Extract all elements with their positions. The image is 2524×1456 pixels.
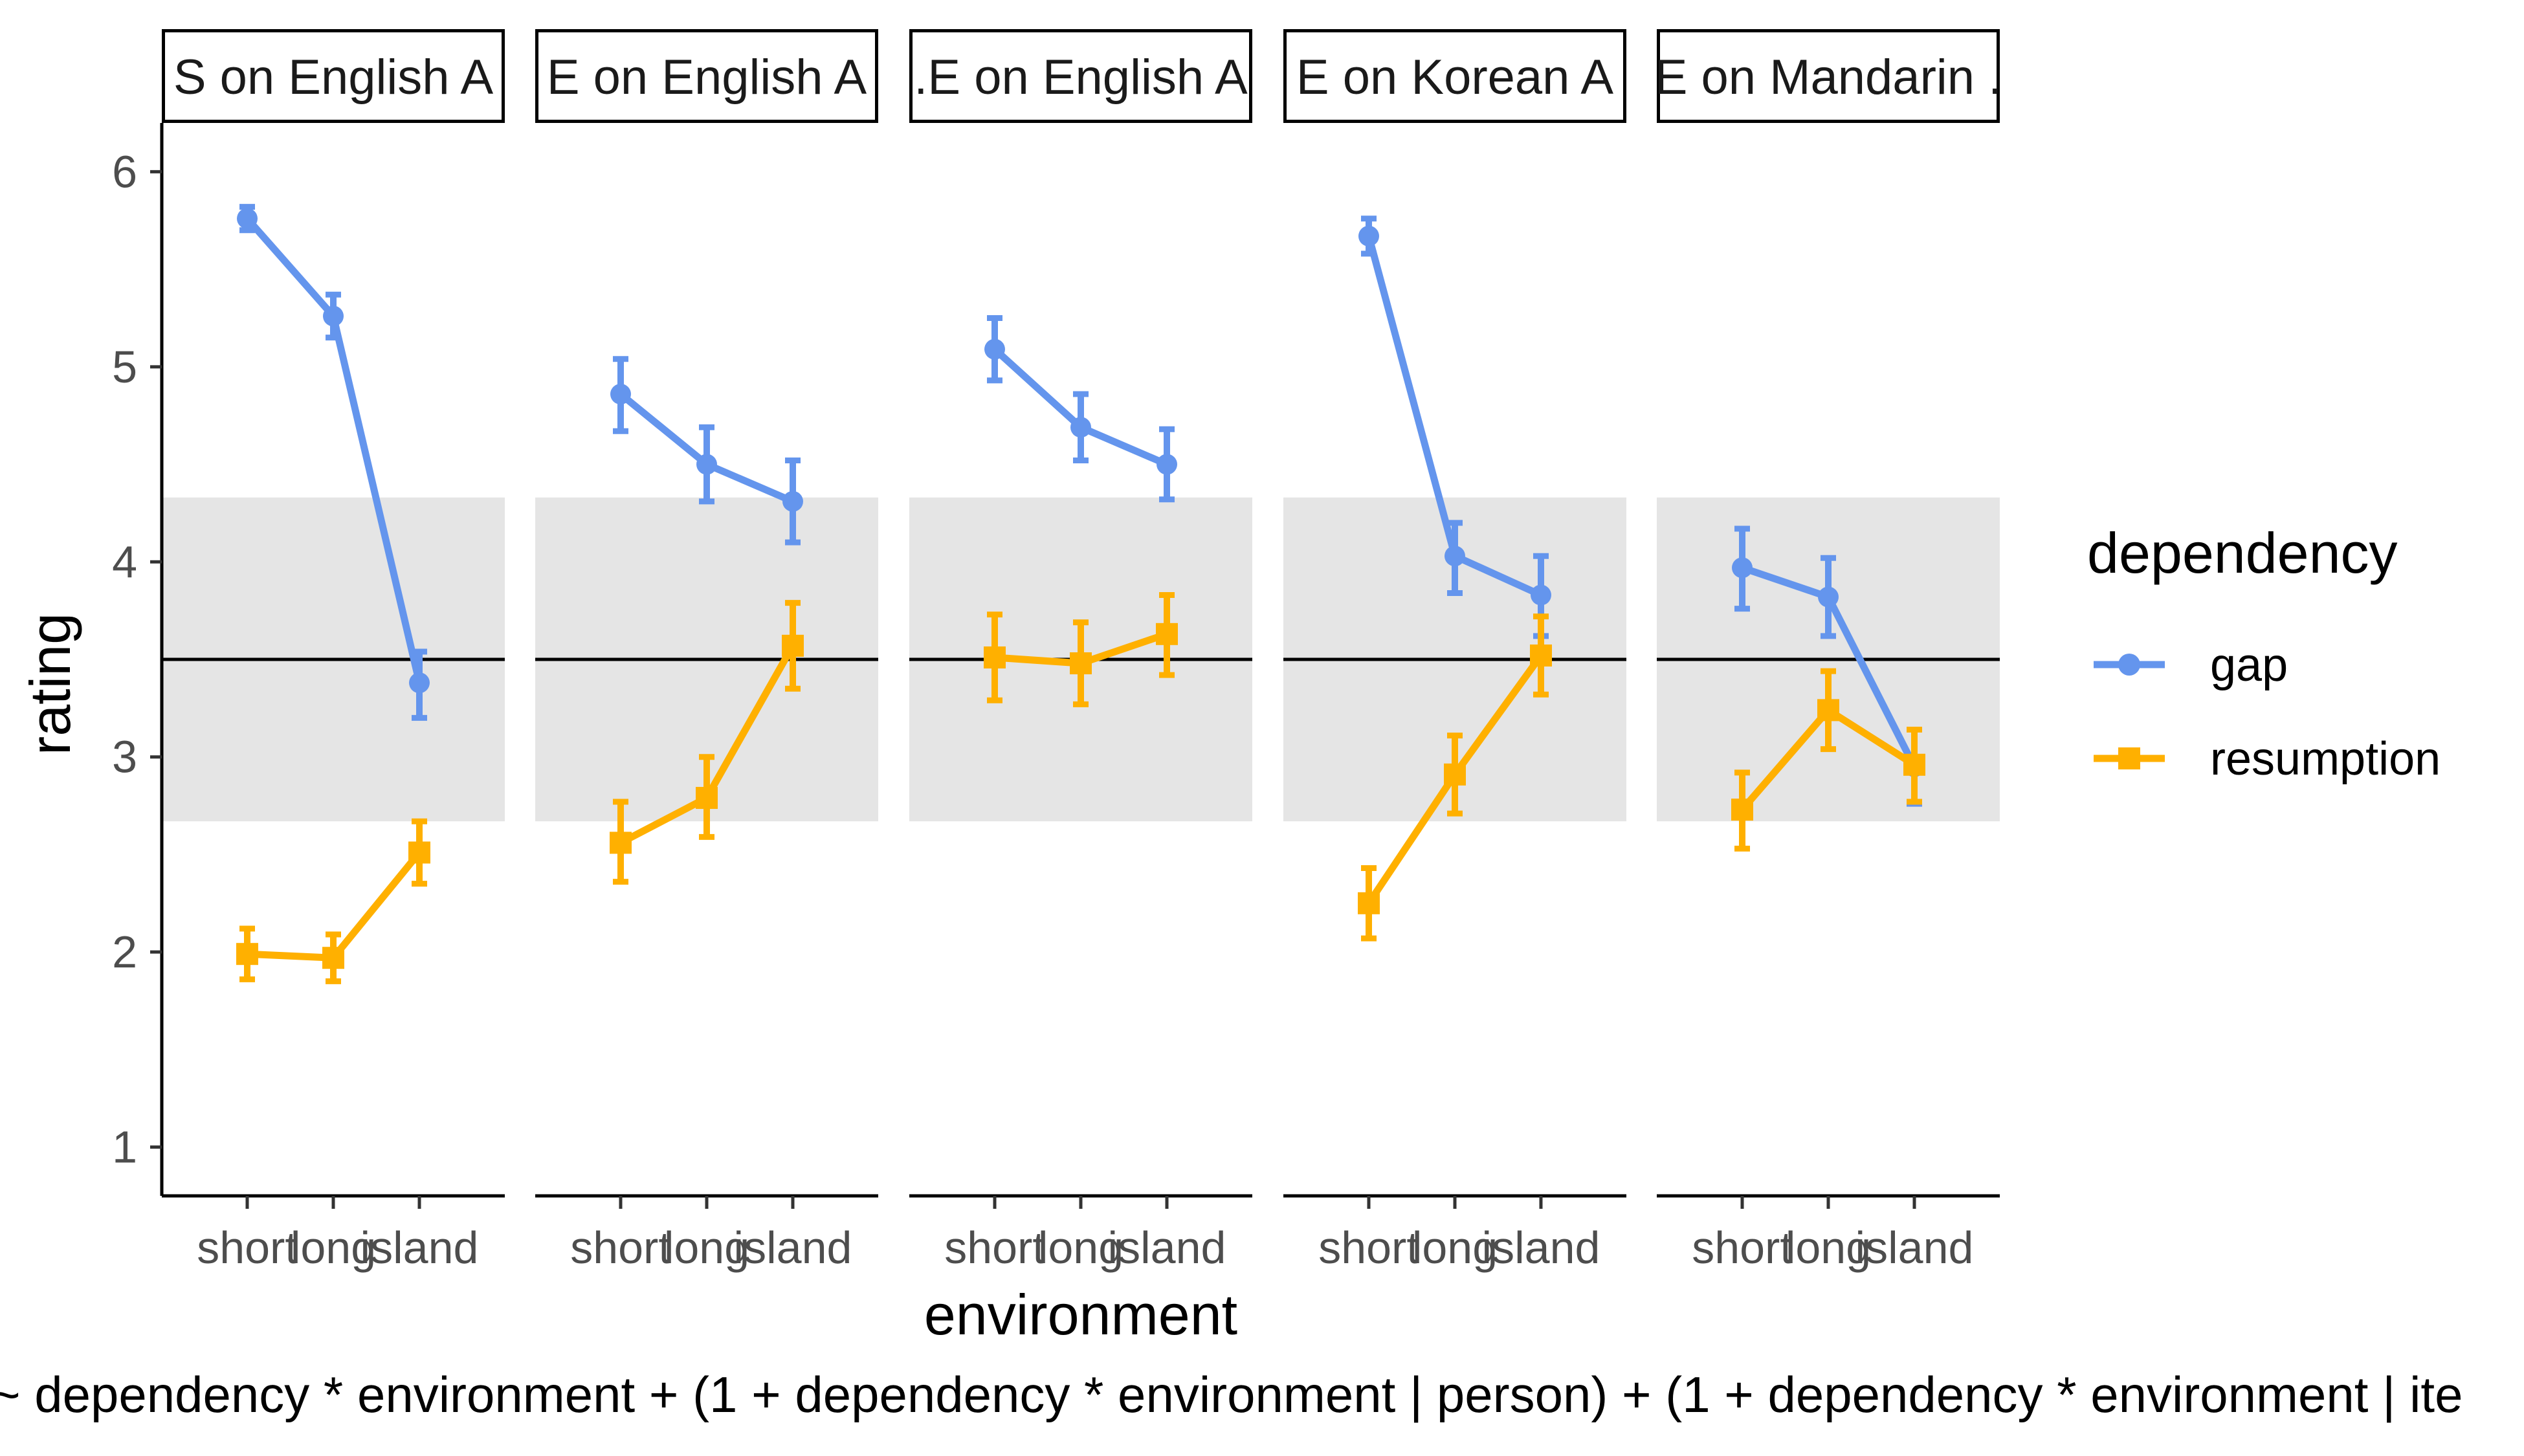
y-tick-label: 5 (112, 342, 137, 392)
resumption-point (408, 841, 430, 864)
resumption-point (236, 943, 258, 965)
facet-strip-label: .E on English A (914, 50, 1248, 105)
x-tick-label: island (1482, 1222, 1600, 1273)
gap-point (1531, 584, 1551, 606)
resumption-point (696, 787, 718, 810)
gap-point (1157, 454, 1177, 475)
y-tick-label: 1 (112, 1122, 137, 1173)
x-tick-label: short (1692, 1222, 1793, 1273)
y-tick-label: 3 (112, 732, 137, 782)
x-tick-label: short (944, 1222, 1045, 1273)
gap-point (696, 454, 717, 475)
y-tick-label: 2 (112, 927, 137, 977)
x-tick-label: long (1038, 1222, 1124, 1273)
resumption-point (1444, 763, 1466, 786)
resumption-point (1070, 652, 1092, 675)
x-tick-label: short (570, 1222, 671, 1273)
resumption-point (782, 634, 804, 657)
resumption-point (610, 832, 632, 854)
resumption-point (322, 947, 344, 969)
resumption-point (984, 646, 1006, 668)
x-tick-label: long (1412, 1222, 1498, 1273)
x-axis-title: environment (924, 1283, 1237, 1347)
data-marks (236, 204, 1925, 984)
x-tick-label: island (1855, 1222, 1974, 1273)
legend-title: dependency (2087, 521, 2398, 585)
gap-point (1732, 557, 1753, 579)
x-tick-label: island (1108, 1222, 1226, 1273)
facet-strip-label: S on English A (173, 50, 494, 105)
resumption-point (1903, 753, 1925, 776)
legend: dependency gap resumption (2087, 521, 2441, 785)
facet-strip-label: E on Mandarin . (1655, 50, 2002, 105)
gap-point (409, 672, 430, 694)
y-tick-label: 4 (112, 536, 137, 587)
gap-point (1358, 225, 1379, 247)
x-tick-label: island (360, 1222, 479, 1273)
resumption-point (1358, 892, 1380, 914)
gap-point (1445, 546, 1465, 567)
x-tick-label: long (291, 1222, 376, 1273)
gap-point (237, 208, 258, 229)
gap-legend-label: gap (2210, 639, 2288, 691)
resumption-legend-key (2118, 747, 2140, 769)
resumption-legend-label: resumption (2210, 733, 2441, 785)
x-tick-label: long (1786, 1222, 1871, 1273)
y-axis-title: rating (18, 613, 82, 755)
resumption-point (1530, 644, 1552, 667)
gap-point (984, 338, 1005, 360)
x-tick-label: long (664, 1222, 749, 1273)
x-tick-label: short (1318, 1222, 1419, 1273)
model-formula-caption: ~ dependency * environment + (1 + depend… (0, 1366, 2463, 1423)
gap-legend-key (2118, 654, 2140, 676)
resumption-point (1156, 623, 1178, 645)
x-tick-label: short (197, 1222, 298, 1273)
facet-strip-box (1283, 29, 1626, 123)
facet-strips: S on English A E on English A .E on Englis… (162, 29, 2002, 123)
gap-point (1070, 417, 1091, 438)
gap-point (323, 305, 344, 327)
resumption-point (1731, 799, 1753, 821)
facet-strip-label: E on Korean A (1296, 50, 1613, 105)
gap-point (782, 491, 803, 512)
resumption-point (1817, 699, 1839, 722)
facet-strip-box (1657, 29, 2000, 123)
facet-strip-label: E on English A (547, 50, 867, 105)
x-tick-label: island (734, 1222, 852, 1273)
gap-point (1818, 586, 1839, 608)
facet-strip-box (535, 29, 878, 123)
y-tick-label: 6 (112, 146, 137, 197)
gap-point (610, 384, 631, 405)
facet-strip-box (909, 29, 1252, 123)
facet-strip-box (162, 29, 505, 123)
